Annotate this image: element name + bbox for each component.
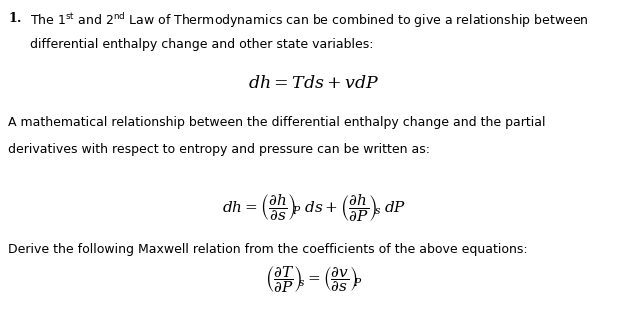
Text: $\mathbf{1.}$: $\mathbf{1.}$ xyxy=(8,11,21,25)
Text: Derive the following Maxwell relation from the coefficients of the above equatio: Derive the following Maxwell relation fr… xyxy=(8,243,527,256)
Text: $\left(\dfrac{\partial T}{\partial P}\right)_{\!\!s} = \left(\dfrac{\partial v}{: $\left(\dfrac{\partial T}{\partial P}\ri… xyxy=(265,264,363,295)
Text: $dh = \left(\dfrac{\partial h}{\partial s}\right)_{\!\!P}\; ds + \left(\dfrac{\p: $dh = \left(\dfrac{\partial h}{\partial … xyxy=(222,192,406,223)
Text: A mathematical relationship between the differential enthalpy change and the par: A mathematical relationship between the … xyxy=(8,116,545,129)
Text: The 1$^{\mathsf{st}}$ and 2$^{\mathsf{nd}}$ Law of Thermodynamics can be combine: The 1$^{\mathsf{st}}$ and 2$^{\mathsf{nd… xyxy=(30,11,588,30)
Text: $dh = Tds + vdP$: $dh = Tds + vdP$ xyxy=(249,75,379,92)
Text: differential enthalpy change and other state variables:: differential enthalpy change and other s… xyxy=(30,38,374,51)
Text: derivatives with respect to entropy and pressure can be written as:: derivatives with respect to entropy and … xyxy=(8,143,430,156)
